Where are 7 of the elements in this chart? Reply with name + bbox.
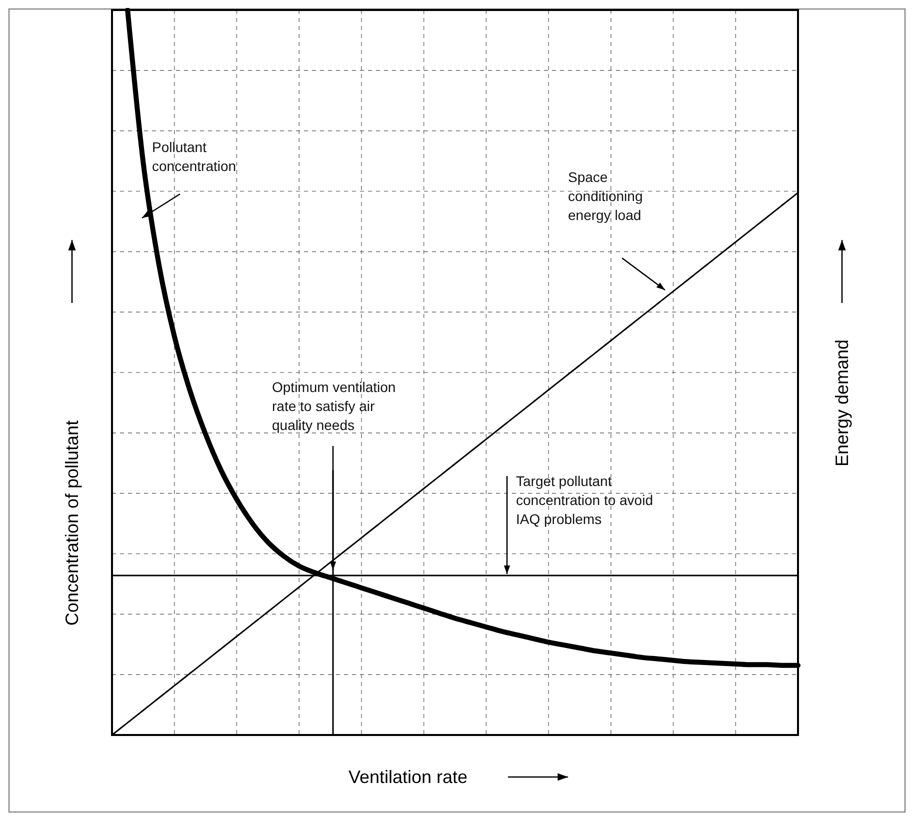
annotation: Space conditioning energy load xyxy=(568,169,643,223)
y-axis-title: Concentration of pollutant xyxy=(62,420,82,626)
annotation: Pollutant concentration xyxy=(152,139,236,174)
annotation: Target pollutant concentration to avoid IAQ problems xyxy=(516,473,653,527)
x-axis-title: Ventilation rate xyxy=(348,767,468,787)
annotation: Optimum ventilation rate to satisfy air quality needs xyxy=(272,379,396,433)
y2-axis-title: Energy demand xyxy=(832,339,852,467)
